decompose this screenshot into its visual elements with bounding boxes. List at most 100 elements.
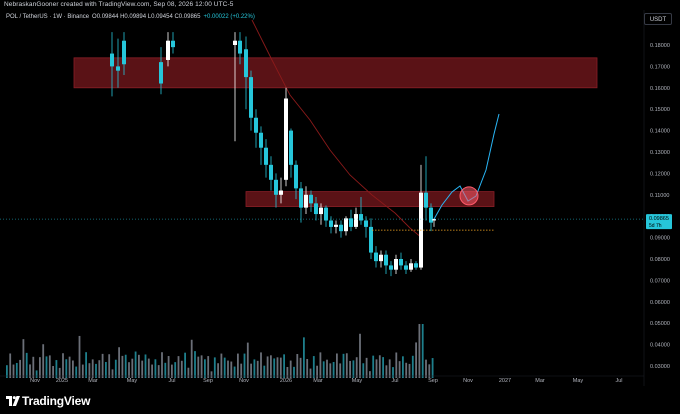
time-tick-label: Mar (88, 378, 98, 384)
mid-resistance-zone[interactable] (245, 191, 495, 207)
candle[interactable] (399, 259, 403, 266)
candle[interactable] (274, 179, 278, 195)
candle[interactable] (344, 218, 348, 232)
candle[interactable] (324, 207, 328, 221)
volume-bar (243, 353, 246, 378)
candle[interactable] (374, 252, 378, 262)
volume-bar (303, 337, 305, 378)
candle[interactable] (294, 164, 298, 189)
volume-bar (398, 361, 401, 378)
candle[interactable] (122, 40, 126, 65)
candle[interactable] (159, 62, 163, 84)
volume-bar (141, 360, 144, 378)
candle[interactable] (166, 40, 170, 60)
candle[interactable] (264, 147, 268, 165)
candle[interactable] (116, 66, 120, 71)
candle[interactable] (409, 263, 413, 270)
candle[interactable] (424, 192, 428, 208)
candle[interactable] (254, 117, 258, 133)
volume-bar (210, 371, 213, 378)
candle[interactable] (359, 214, 363, 221)
volume-bar (22, 339, 25, 378)
candle[interactable] (429, 207, 433, 223)
volume-bar (279, 357, 282, 378)
candle[interactable] (349, 218, 353, 227)
candle[interactable] (309, 194, 313, 204)
last-price-badge (646, 214, 672, 230)
candle[interactable] (319, 207, 323, 215)
candle[interactable] (389, 265, 393, 270)
price-tick-label: 0.11000 (650, 193, 669, 199)
candle[interactable] (110, 53, 114, 67)
footer-branding (0, 388, 680, 414)
candle[interactable] (299, 188, 303, 208)
candle[interactable] (304, 194, 308, 208)
candle[interactable] (364, 220, 368, 227)
volume-bar (421, 324, 424, 378)
candle[interactable] (394, 259, 398, 270)
volume-bar (81, 364, 84, 378)
volume-bar (213, 357, 216, 378)
volume-bar (68, 356, 71, 378)
volume-bar (246, 342, 249, 378)
candle[interactable] (269, 164, 273, 180)
countdown-timer: 5d 7h (649, 223, 662, 229)
volume-bar (65, 359, 68, 378)
candle[interactable] (279, 190, 283, 195)
volume-bar (194, 351, 196, 378)
candle[interactable] (244, 49, 248, 78)
volume-bar (349, 360, 351, 378)
volume-bar (98, 360, 101, 378)
candle[interactable] (233, 40, 237, 45)
candle[interactable] (369, 226, 373, 253)
symbol-name[interactable]: POL / TetherUS · 1W · Binance (6, 14, 90, 20)
candle[interactable] (259, 132, 263, 148)
volume-bar (283, 354, 285, 378)
currency-button[interactable]: USDT (644, 13, 672, 25)
volume-bar (352, 360, 355, 378)
volume-bar (55, 360, 58, 378)
volume-bar (369, 371, 371, 378)
candle[interactable] (404, 265, 408, 270)
candle[interactable] (354, 214, 358, 227)
symbol-legend: POL / TetherUS · 1W · Binance O0.09844 H… (6, 12, 255, 22)
time-tick-label: Sep (428, 378, 438, 384)
candle[interactable] (432, 218, 436, 221)
candle[interactable] (339, 224, 343, 232)
price-tick-label: 0.12000 (650, 171, 670, 177)
volume-bar (270, 355, 272, 378)
candle[interactable] (249, 77, 253, 118)
volume-bar (62, 353, 64, 378)
candle[interactable] (314, 203, 318, 215)
volume-bar (342, 353, 345, 378)
volume-bar (359, 333, 361, 378)
volume-bar (161, 352, 163, 378)
volume-bar (322, 361, 325, 378)
candle[interactable] (334, 224, 338, 227)
tradingview-logo-icon (6, 396, 20, 406)
candle[interactable] (289, 130, 293, 165)
volume-bar (154, 359, 157, 378)
volume-bar (187, 367, 190, 378)
target-circle[interactable] (459, 186, 479, 206)
volume-bar (9, 353, 12, 378)
price-tick-label: 0.08000 (650, 257, 670, 263)
candle[interactable] (238, 40, 242, 54)
price-tick-label: 0.16000 (650, 86, 670, 92)
volume-bar (273, 358, 276, 378)
volume-bar (118, 347, 120, 378)
volume-bar (428, 364, 431, 378)
volume-bar (101, 353, 104, 378)
candle[interactable] (329, 220, 333, 227)
volume-bar (6, 365, 8, 378)
upper-resistance-zone[interactable] (73, 57, 598, 89)
candle[interactable] (384, 254, 388, 266)
last-price-value: 0.09865 (649, 216, 669, 222)
volume-bar (72, 360, 74, 378)
candle[interactable] (414, 263, 418, 268)
candle[interactable] (284, 98, 288, 180)
candle[interactable] (171, 40, 175, 48)
volume-bar (167, 356, 170, 378)
candle[interactable] (379, 254, 383, 262)
